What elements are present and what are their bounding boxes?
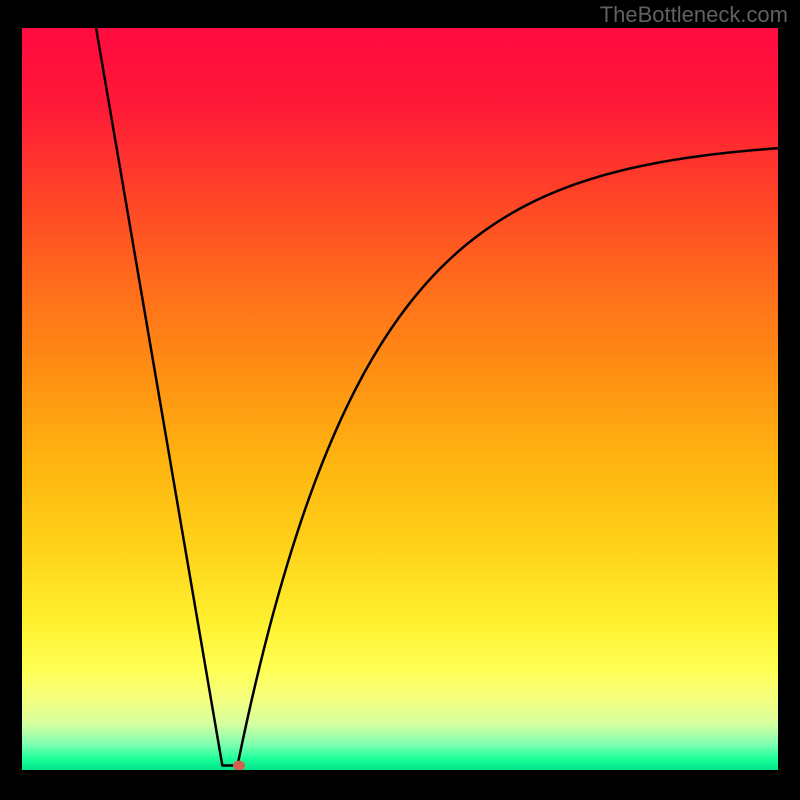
bottleneck-chart: TheBottleneck.com <box>0 0 800 800</box>
optimum-point-marker <box>233 761 245 771</box>
chart-gradient-background <box>22 28 778 770</box>
chart-container: TheBottleneck.com <box>0 0 800 800</box>
source-watermark: TheBottleneck.com <box>600 2 788 27</box>
